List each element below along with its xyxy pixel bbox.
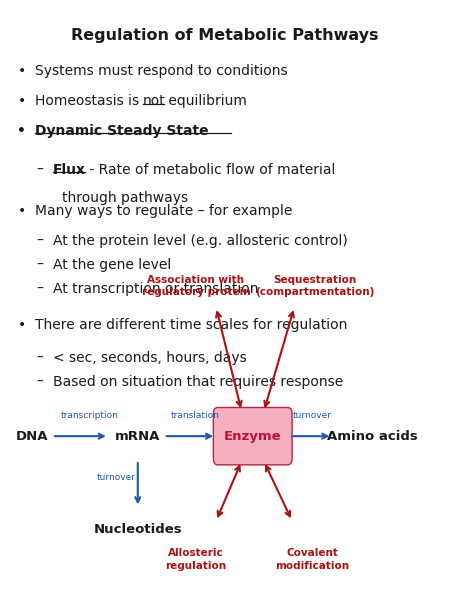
Text: •: • bbox=[18, 318, 26, 332]
Text: turnover: turnover bbox=[97, 473, 135, 482]
Text: Systems must respond to conditions: Systems must respond to conditions bbox=[35, 64, 288, 78]
Text: translation: translation bbox=[171, 411, 220, 420]
Text: Dynamic Steady State: Dynamic Steady State bbox=[35, 124, 208, 138]
Text: transcription: transcription bbox=[60, 411, 118, 420]
Text: •: • bbox=[18, 94, 26, 108]
Text: –: – bbox=[36, 258, 43, 272]
Text: through pathways: through pathways bbox=[62, 191, 188, 205]
Text: Homeostasis is: Homeostasis is bbox=[35, 94, 144, 108]
Text: •: • bbox=[18, 64, 26, 78]
FancyBboxPatch shape bbox=[213, 407, 292, 465]
Text: Flux: Flux bbox=[53, 163, 86, 176]
Text: not: not bbox=[143, 94, 166, 108]
Text: At the gene level: At the gene level bbox=[53, 258, 171, 272]
Text: mRNA: mRNA bbox=[115, 430, 161, 443]
Text: At transcription or translation: At transcription or translation bbox=[53, 282, 258, 296]
Text: –: – bbox=[36, 374, 43, 389]
Text: Amino acids: Amino acids bbox=[327, 430, 418, 443]
Text: •: • bbox=[17, 124, 26, 138]
Text: At the protein level (e.g. allosteric control): At the protein level (e.g. allosteric co… bbox=[53, 235, 347, 248]
Text: There are different time scales for regulation: There are different time scales for regu… bbox=[35, 318, 347, 332]
Text: •: • bbox=[18, 205, 26, 218]
Text: Sequestration
(compartmentation): Sequestration (compartmentation) bbox=[255, 275, 374, 297]
Text: Association with
regulatory protein: Association with regulatory protein bbox=[142, 275, 250, 297]
Text: < sec, seconds, hours, days: < sec, seconds, hours, days bbox=[53, 351, 247, 365]
Text: turnover: turnover bbox=[293, 411, 332, 420]
Text: equilibrium: equilibrium bbox=[164, 94, 247, 108]
Text: –: – bbox=[36, 235, 43, 248]
Text: Nucleotides: Nucleotides bbox=[94, 523, 182, 536]
Text: Many ways to regulate – for example: Many ways to regulate – for example bbox=[35, 205, 293, 218]
Text: Covalent
modification: Covalent modification bbox=[275, 548, 349, 571]
Text: –: – bbox=[36, 351, 43, 365]
Text: DNA: DNA bbox=[16, 430, 48, 443]
Text: –: – bbox=[36, 282, 43, 296]
Text: Enzyme: Enzyme bbox=[224, 430, 282, 443]
Text: Based on situation that requires response: Based on situation that requires respons… bbox=[53, 374, 343, 389]
Text: –: – bbox=[36, 163, 43, 176]
Text: Allosteric
regulation: Allosteric regulation bbox=[165, 548, 226, 571]
Text: - Rate of metabolic flow of material: - Rate of metabolic flow of material bbox=[85, 163, 335, 176]
Text: Regulation of Metabolic Pathways: Regulation of Metabolic Pathways bbox=[71, 28, 379, 43]
